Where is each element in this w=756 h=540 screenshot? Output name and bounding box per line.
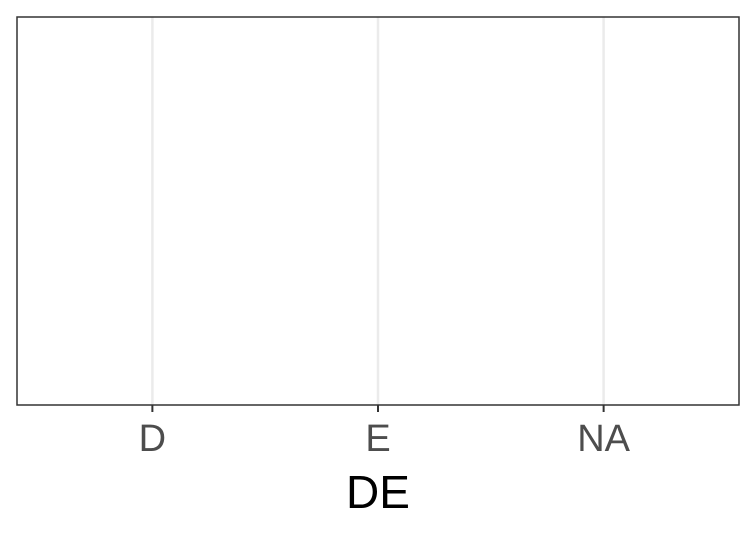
panel-border <box>16 16 740 406</box>
x-tick-label: NA <box>577 418 630 460</box>
x-tick-label: E <box>365 418 390 460</box>
x-tick-label: D <box>139 418 166 460</box>
x-axis-title: DE <box>346 466 410 518</box>
